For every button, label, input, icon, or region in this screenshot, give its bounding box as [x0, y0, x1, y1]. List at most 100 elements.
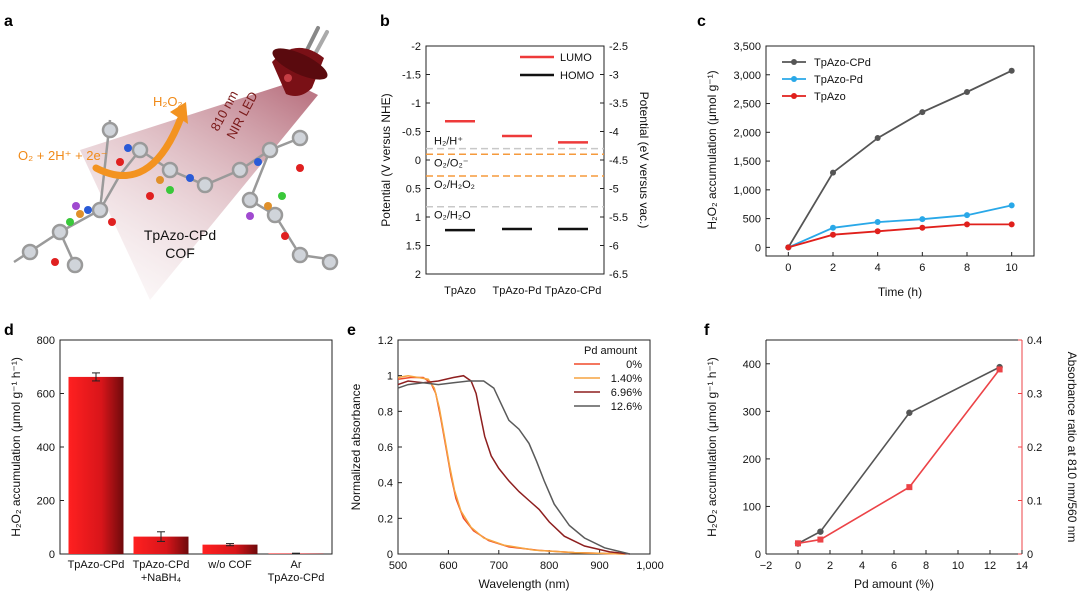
b-ytick-label: 0: [415, 155, 421, 167]
d-y-axis-label: H₂O₂ accumulation (μmol g⁻¹ h⁻¹): [9, 357, 23, 537]
d-category-label: Ar: [291, 559, 302, 571]
b-y-axis-label-right: Potential (eV versus vac.): [637, 92, 651, 229]
c-data-point: [964, 212, 970, 219]
d-bar: [68, 376, 124, 554]
e-xtick-label: 600: [439, 560, 457, 572]
e-ytick-label: 0.8: [378, 406, 393, 418]
b-ytick-right-label: -6.5: [609, 269, 628, 281]
c-data-point: [874, 219, 881, 226]
f-right-ytick-label: 0.1: [1027, 496, 1042, 508]
c-ytick-label: 1,500: [733, 156, 761, 168]
c-data-point: [1008, 221, 1015, 228]
e-xtick-label: 500: [389, 560, 407, 572]
b-category-label: TpAzo: [444, 285, 476, 297]
f-xtick-label: 14: [1016, 560, 1028, 572]
b-reference-label: O₂/H₂O: [434, 210, 471, 222]
c-data-point: [964, 89, 970, 96]
b-ytick-right-label: -5: [609, 184, 619, 196]
d-category-label: TpAzo-CPd: [68, 559, 125, 571]
c-legend-label: TpAzo: [814, 91, 846, 103]
f-accumulation-line: [797, 366, 1000, 545]
b-ytick-right-label: -3: [609, 70, 619, 82]
e-xtick-label: 1,000: [636, 560, 664, 572]
f-y-axis-label-right: Absorbance ratio at 810 nm/560 nm: [1065, 352, 1079, 543]
panel-c-time-chart: 0 500 1,000 1,500 2,000 2,500 3,000 3,500 0 2 4 6 8 1…: [705, 41, 1035, 299]
e-series-line: [397, 376, 625, 555]
f-xtick-label: 12: [984, 560, 996, 572]
b-category-label: TpAzo-Pd: [493, 285, 542, 297]
b-ytick-label: 2: [415, 269, 421, 281]
c-series-line: [787, 69, 1013, 248]
c-xtick-label: 4: [875, 262, 881, 274]
panel-label-c: c: [697, 13, 706, 30]
b-y-axis-label: Potential (V versus NHE): [379, 93, 393, 226]
f-ytick-label: 300: [743, 406, 761, 418]
b-reference-label: H₂/H⁺: [434, 136, 463, 148]
panel-a-illustration: 810 nm NIR LED O₂ + 2H⁺: [13, 26, 339, 300]
c-data-point: [830, 224, 836, 231]
c-ytick-label: 3,000: [733, 70, 761, 82]
panel-d-bar-chart: 0 200 400 600 800 H₂O₂ accumulation (μmol g⁻¹…: [9, 335, 333, 584]
panel-label-b: b: [380, 13, 390, 30]
f-ratio-line: [797, 368, 1001, 545]
b-reference-label: O₂/H₂O₂: [434, 179, 475, 191]
c-ytick-label: 2,000: [733, 127, 761, 139]
e-ytick-label: 0.6: [378, 442, 393, 454]
c-legend-marker: [791, 76, 797, 82]
b-reference-label: O₂/O₂⁻: [434, 157, 469, 169]
panel-label-a: a: [4, 13, 13, 30]
f-right-ytick-label: 0.2: [1027, 442, 1042, 454]
panel-b-energy-diagram: -2 -1.5 -1 -0.5 0 0.5 1 1.5 2 -2.5 -3 -3.5 -4 -4.5 -5 -…: [379, 41, 651, 297]
c-xtick-label: 6: [919, 262, 925, 274]
c-legend-label: TpAzo-Pd: [814, 74, 863, 86]
e-y-axis-label: Normalized absorbance: [349, 383, 363, 510]
d-category-label: TpAzo-CPd: [268, 572, 325, 584]
d-ytick-label: 800: [37, 335, 55, 347]
b-ytick-label: -1.5: [402, 70, 421, 82]
panel-label-f: f: [704, 322, 710, 339]
e-x-axis-label: Wavelength (nm): [479, 577, 570, 591]
e-legend-label: 1.40%: [611, 373, 642, 385]
f-y-axis-label: H₂O₂ accumulation (μmol g⁻¹ h⁻¹): [705, 357, 719, 537]
b-ytick-label: 1: [415, 212, 421, 224]
f-xtick-label: 4: [859, 560, 865, 572]
d-bar: [133, 536, 189, 554]
e-xtick-label: 900: [590, 560, 608, 572]
c-data-point: [785, 244, 792, 251]
c-y-axis-label: H₂O₂ accumulation (μmol g⁻¹): [705, 70, 719, 229]
c-xtick-label: 10: [1006, 262, 1018, 274]
e-ytick-label: 0.4: [378, 478, 393, 490]
nir-led-icon: [272, 26, 329, 96]
c-xtick-label: 0: [785, 262, 791, 274]
light-beam: [80, 82, 318, 300]
c-ytick-label: 2,500: [733, 99, 761, 111]
f-right-ytick-label: 0: [1027, 549, 1033, 561]
b-ytick-label: -2: [411, 41, 421, 53]
b-ytick-label: 0.5: [406, 184, 421, 196]
b-ytick-right-label: -4: [609, 127, 619, 139]
c-ytick-label: 0: [755, 242, 761, 254]
c-xtick-label: 8: [964, 262, 970, 274]
reaction-product: H₂O₂: [153, 94, 183, 109]
b-ytick-right-label: -3.5: [609, 98, 628, 110]
f-right-ytick-label: 0.3: [1027, 389, 1042, 401]
c-xtick-label: 2: [830, 262, 836, 274]
c-legend-marker: [791, 59, 797, 65]
c-ytick-label: 500: [743, 214, 761, 226]
e-legend-label: 6.96%: [611, 387, 642, 399]
c-data-point: [919, 216, 926, 223]
e-ytick-label: 1: [387, 371, 393, 383]
c-data-point: [964, 221, 970, 228]
d-ytick-label: 600: [37, 389, 55, 401]
b-legend-label-lumo: LUMO: [560, 52, 592, 64]
c-data-point: [1008, 202, 1015, 209]
f-ytick-label: 400: [743, 359, 761, 371]
d-ytick-label: 400: [37, 442, 55, 454]
f-ytick-label: 200: [743, 454, 761, 466]
f-ytick-label: 0: [755, 549, 761, 561]
panel-e-absorbance-chart: 0 0.2 0.4 0.6 0.8 1 1.2 500 600 700 800 900 1,000 Wav…: [349, 335, 664, 591]
c-data-point: [874, 135, 881, 142]
c-data-point: [919, 224, 926, 231]
c-plot-frame: [765, 45, 1035, 257]
